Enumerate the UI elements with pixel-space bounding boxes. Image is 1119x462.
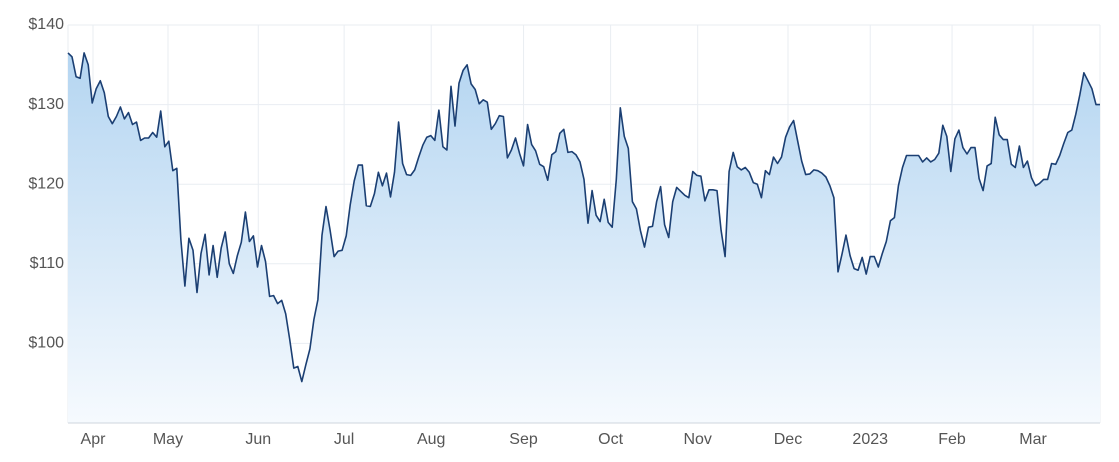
x-tick-label: Feb (938, 431, 966, 448)
x-tick-label: 2023 (852, 431, 888, 448)
y-tick-label: $120 (28, 175, 64, 192)
x-tick-label: Mar (1019, 431, 1047, 448)
x-tick-label: May (153, 431, 183, 448)
area-fill (68, 52, 1100, 424)
y-tick-label: $130 (28, 96, 64, 113)
x-tick-label: Oct (598, 431, 623, 448)
y-tick-label: $140 (28, 16, 64, 33)
price-line (67, 52, 1100, 383)
y-tick-label: $110 (30, 255, 65, 272)
x-tick-label: Dec (774, 431, 802, 448)
x-tick-label: Nov (683, 431, 711, 448)
x-tick-label: Apr (81, 431, 107, 448)
x-tick-label: Jun (245, 431, 271, 448)
y-tick-label: $100 (28, 335, 64, 352)
x-tick-label: Sep (509, 431, 538, 448)
x-tick-label: Aug (417, 431, 445, 448)
x-tick-label: Jul (334, 431, 354, 448)
